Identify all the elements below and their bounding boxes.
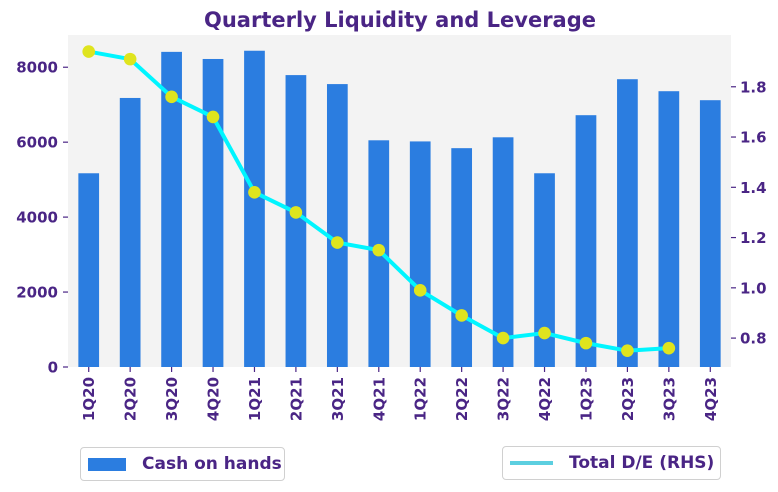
x-tick-label: 3Q21 <box>329 377 347 421</box>
x-tick-label: 4Q21 <box>370 377 388 421</box>
point-4Q22 <box>538 326 551 340</box>
left-tick-label: 6000 <box>16 134 58 152</box>
point-3Q20 <box>165 90 178 104</box>
bar-1Q20 <box>78 173 100 367</box>
bar-2Q20 <box>119 97 141 367</box>
legend-line-swatch-icon <box>510 461 553 465</box>
x-tick-label: 3Q20 <box>163 377 181 421</box>
bar-1Q21 <box>244 50 265 367</box>
bar-3Q23 <box>658 91 680 367</box>
bar-1Q22 <box>409 141 431 367</box>
x-tick-label: 1Q23 <box>577 377 595 421</box>
bar-3Q20 <box>161 51 182 367</box>
bar-3Q21 <box>326 84 348 367</box>
x-tick-label: 1Q21 <box>246 377 264 421</box>
x-tick-label: 2Q20 <box>122 377 140 421</box>
bar-4Q20 <box>202 58 224 368</box>
point-2Q20 <box>123 52 137 66</box>
bar-4Q22 <box>534 173 555 367</box>
x-tick-label: 3Q22 <box>495 377 513 421</box>
right-tick-label: 1.8 <box>740 78 767 96</box>
right-tick-label: 1.0 <box>740 279 767 297</box>
point-3Q21 <box>331 236 344 249</box>
bar-2Q21 <box>285 75 307 367</box>
right-y-axis: 0.8 1.0 1.2 1.4 1.6 1.8 <box>731 78 767 348</box>
point-4Q21 <box>372 243 386 257</box>
x-tick-label: 4Q22 <box>536 377 554 421</box>
left-tick-label: 4000 <box>16 209 58 227</box>
x-tick-label: 2Q22 <box>453 377 471 421</box>
right-tick-label: 1.4 <box>740 179 767 197</box>
point-2Q23 <box>621 344 634 357</box>
bar-1Q23 <box>575 115 597 368</box>
left-tick-label: 8000 <box>16 59 58 77</box>
point-1Q20 <box>82 45 96 58</box>
bar-2Q22 <box>451 148 473 367</box>
point-1Q23 <box>579 336 593 350</box>
legend-bar-swatch-icon <box>88 457 126 471</box>
x-tick-label: 4Q23 <box>702 377 720 421</box>
legend-de: Total D/E (RHS) <box>502 446 721 480</box>
legend-cash: Cash on hands <box>80 447 285 481</box>
point-2Q22 <box>455 309 468 322</box>
right-tick-label: 0.8 <box>740 330 767 348</box>
x-tick-label: 3Q23 <box>660 377 678 421</box>
right-tick-label: 1.2 <box>740 229 767 247</box>
left-tick-label: 2000 <box>16 284 58 302</box>
bar-2Q23 <box>617 79 638 367</box>
point-1Q22 <box>413 284 427 297</box>
point-2Q21 <box>289 206 303 219</box>
bar-3Q22 <box>492 137 514 367</box>
x-tick-label: 2Q21 <box>287 377 305 421</box>
x-tick-label: 1Q20 <box>80 377 98 421</box>
point-3Q22 <box>496 331 510 345</box>
left-tick-label: 0 <box>48 359 58 377</box>
left-y-axis: 0 2000 4000 6000 8000 <box>16 59 68 377</box>
bar-series <box>78 50 721 368</box>
point-3Q23 <box>662 341 676 355</box>
point-4Q20 <box>206 110 220 124</box>
line-series <box>82 45 676 357</box>
legend-label: Total D/E (RHS) <box>569 453 715 473</box>
x-tick-label: 4Q20 <box>205 377 223 421</box>
legend-label: Cash on hands <box>142 454 282 474</box>
point-1Q21 <box>248 186 261 199</box>
chart-title: Quarterly Liquidity and Leverage <box>204 8 596 32</box>
bar-4Q23 <box>699 100 721 368</box>
x-axis: 1Q20 2Q20 3Q20 4Q20 1Q21 2Q21 3Q21 4Q21 1Q22 2Q22… <box>80 367 720 421</box>
x-tick-label: 2Q23 <box>619 377 637 421</box>
x-tick-label: 1Q22 <box>412 377 430 421</box>
right-tick-label: 1.6 <box>740 129 767 147</box>
